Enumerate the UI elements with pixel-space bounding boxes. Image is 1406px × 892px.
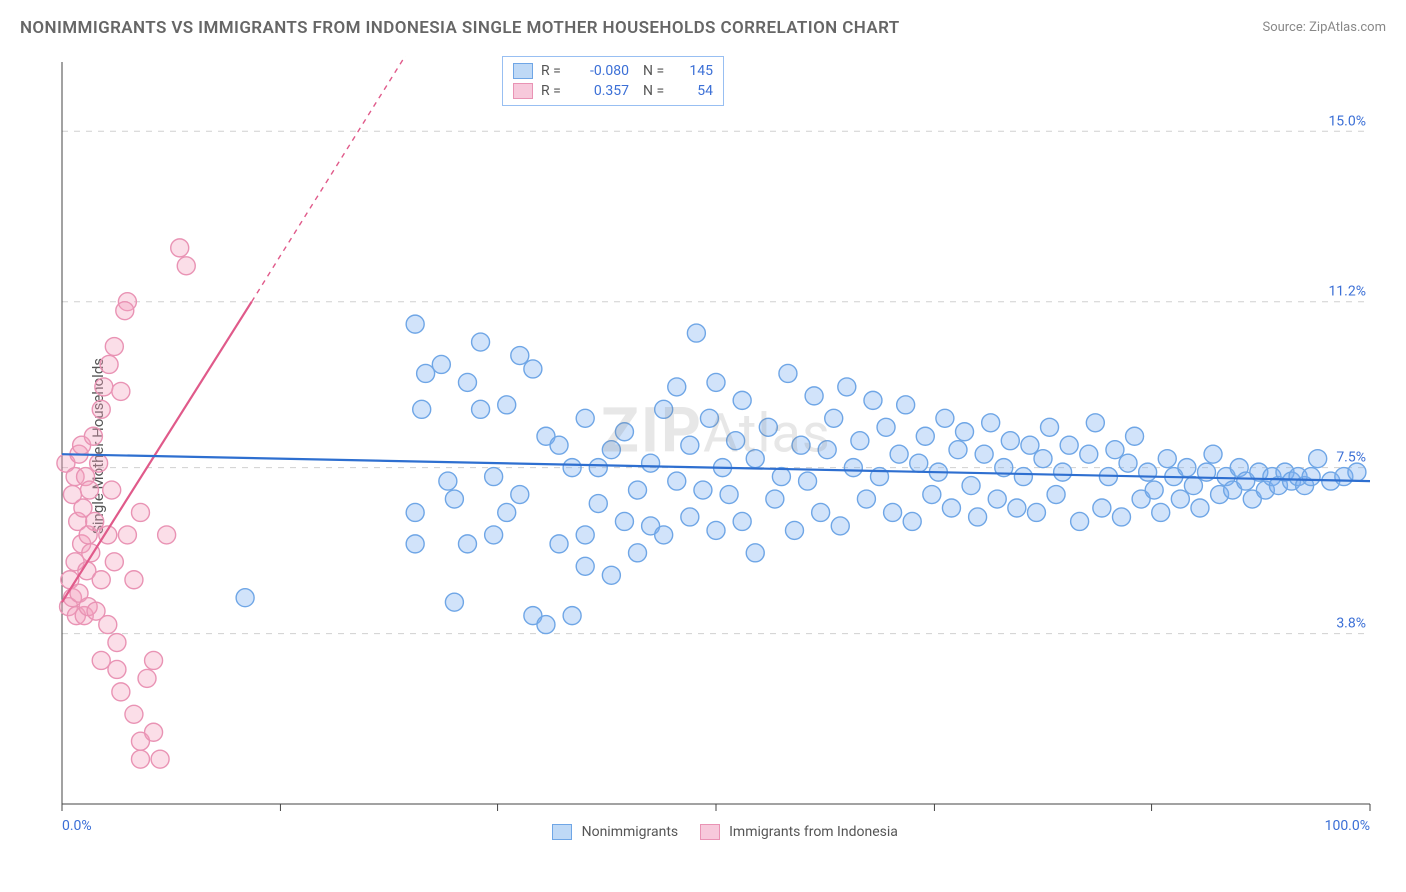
legend-n-value-1: 54: [677, 81, 713, 101]
legend-r-label: R =: [541, 61, 565, 81]
legend-swatch-immigrants: [513, 83, 533, 99]
scatter-plot-svg: 3.8%7.5%11.2%15.0%0.0%100.0%: [52, 56, 1380, 838]
legend-n-label: N =: [643, 81, 669, 101]
legend-r-value-1: 0.357: [573, 81, 629, 101]
legend-row-1: R = 0.357 N = 54: [513, 81, 713, 101]
chart-source: Source: ZipAtlas.com: [1262, 20, 1386, 35]
legend-r-value-0: -0.080: [573, 61, 629, 81]
correlation-legend: R = -0.080 N = 145 R = 0.357 N = 54: [502, 56, 724, 106]
legend-swatch-nonimmigrants: [513, 63, 533, 79]
chart-header: NONIMMIGRANTS VS IMMIGRANTS FROM INDONES…: [20, 18, 1386, 48]
legend-n-value-0: 145: [677, 61, 713, 81]
svg-text:11.2%: 11.2%: [1328, 284, 1366, 300]
chart-title: NONIMMIGRANTS VS IMMIGRANTS FROM INDONES…: [20, 18, 900, 38]
legend-label-0: Nonimmigrants: [582, 824, 679, 840]
legend-n-label: N =: [643, 61, 669, 81]
legend-label-1: Immigrants from Indonesia: [729, 824, 898, 840]
legend-swatch-immigrants: [700, 824, 720, 840]
svg-text:7.5%: 7.5%: [1336, 450, 1366, 466]
series-legend: Nonimmigrants Immigrants from Indonesia: [52, 824, 1380, 840]
legend-r-label: R =: [541, 81, 565, 101]
plot-area: 3.8%7.5%11.2%15.0%0.0%100.0% ZIPAtlas R …: [52, 56, 1380, 838]
svg-text:3.8%: 3.8%: [1336, 616, 1366, 632]
svg-text:15.0%: 15.0%: [1328, 113, 1366, 129]
legend-swatch-nonimmigrants: [552, 824, 572, 840]
legend-row-0: R = -0.080 N = 145: [513, 61, 713, 81]
